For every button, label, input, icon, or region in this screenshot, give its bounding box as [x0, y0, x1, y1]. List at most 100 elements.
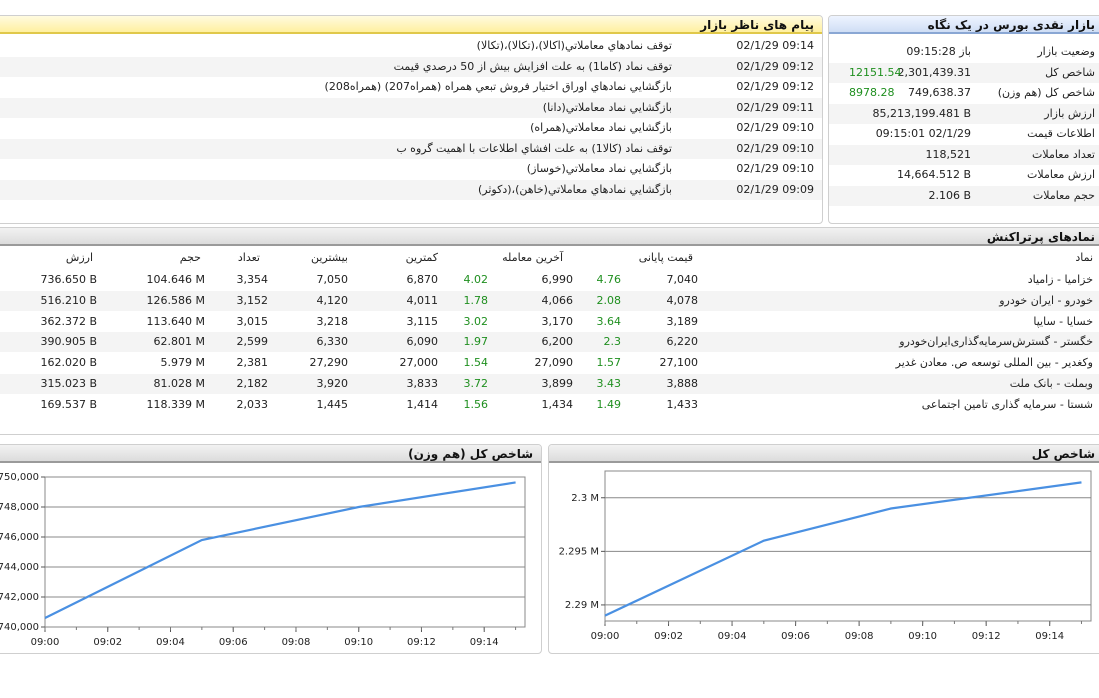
x-tick-label: 09:00	[591, 631, 620, 642]
header-min[interactable]: کمترین	[405, 251, 438, 264]
index-series-line	[604, 481, 1082, 617]
market-messages-panel: پیام های ناظر بازار 02/1/29 09:14 توقف نم…	[0, 15, 823, 224]
x-tick-label: 09:06	[219, 637, 248, 648]
market-stat-value: 118,521	[925, 147, 972, 161]
y-tick-label: 742,000	[0, 592, 39, 603]
active-symbols-title: نمادهای پرتراکنش	[0, 228, 1099, 246]
market-glance-title: بازار نقدی بورس در یک نگاه	[829, 16, 1099, 34]
symbol-name[interactable]: خزامیا - زامیاد	[1027, 273, 1093, 286]
trade-volume: 5.979 M	[160, 356, 205, 370]
active-symbol-row[interactable]: وبملت - بانک ملت 3,888 3.43 3,899 3.72 3,833 3…	[0, 374, 1099, 394]
min-price: 1,414	[406, 397, 439, 411]
header-symbol[interactable]: نماد	[1075, 251, 1093, 264]
symbol-name[interactable]: وکغدیر - بین المللی توسعه ص. معادن غدیر	[895, 356, 1093, 370]
header-last-trade[interactable]: آخرین معامله	[502, 251, 563, 264]
last-trade-percent: 1.54	[463, 356, 489, 370]
plot-area	[44, 476, 526, 628]
total-index-chart: 2.29 M 2.295 M 2.3 M 09:00 09:02 09:04 09:06 09…	[559, 470, 1092, 642]
message-row[interactable]: 02/1/29 09:12 توقف نماد (كاما1) به علت اف…	[0, 56, 822, 77]
market-stat-label: شاخص کل	[1045, 65, 1095, 79]
market-stat-row: وضعیت بازار باز 09:15:28	[829, 42, 1099, 62]
active-symbol-row[interactable]: شستا - سرمایه گذاری تامین اجتماعی 1,433 1.…	[0, 395, 1099, 415]
market-stat-row: حجم معاملات 2.106 B	[829, 185, 1099, 206]
header-count[interactable]: تعداد	[237, 251, 260, 264]
equal-weight-index-chart-title: شاخص کل (هم وزن)	[0, 445, 541, 463]
message-time: 02/1/29 09:10	[736, 162, 814, 175]
header-volume[interactable]: حجم	[179, 251, 201, 264]
market-stat-change: 12151.54	[849, 65, 902, 79]
trade-count: 3,152	[236, 293, 269, 307]
last-trade: 1,434	[541, 397, 574, 411]
message-text: توقف نماد (كاما1) به علت افزايش بيش از 5…	[393, 59, 672, 73]
header-max[interactable]: بیشترین	[310, 251, 348, 264]
message-row[interactable]: 02/1/29 09:10 بازگشايي نماد معاملاتي(همرا…	[0, 118, 822, 138]
max-price: 27,290	[309, 356, 349, 370]
total-index-chart-panel: شاخص کل 2.29 M 2.295 M 2.3 M 09:00 09:02 09:0…	[548, 444, 1099, 654]
trade-value: 315.023 B	[40, 377, 97, 390]
symbol-name[interactable]: خسایا - سایپا	[1033, 314, 1093, 328]
y-tick-label: 746,000	[0, 532, 39, 543]
min-price: 3,833	[406, 377, 439, 390]
trade-count: 3,354	[236, 273, 269, 286]
x-tick-label: 09:04	[156, 637, 185, 648]
market-stat-value: 85,213,199.481 B	[872, 106, 971, 120]
last-trade-percent: 3.72	[463, 377, 489, 390]
final-price: 3,189	[666, 314, 699, 328]
market-stat-label: حجم معاملات	[1032, 188, 1095, 202]
active-symbols-panel: نمادهای پرتراکنش نماد قیمت پایانی آخرین …	[0, 227, 1099, 435]
message-row[interactable]: 02/1/29 09:10 توقف نماد (كالا1) به علت اف…	[0, 138, 822, 159]
active-symbol-row[interactable]: خگستر - گسترش‌سرمایه‌گذاری‌ایران‌خودرو 6,…	[0, 332, 1099, 353]
trade-value: 362.372 B	[40, 314, 97, 328]
symbol-name[interactable]: وبملت - بانک ملت	[1009, 377, 1093, 390]
max-price: 7,050	[316, 273, 349, 286]
y-tick-label: 750,000	[0, 472, 39, 483]
message-row[interactable]: 02/1/29 09:09 بازگشايي نمادهاي معاملاتي(خ…	[0, 179, 822, 200]
symbol-name[interactable]: شستا - سرمایه گذاری تامین اجتماعی	[921, 397, 1093, 411]
x-tick-label: 09:08	[282, 637, 311, 648]
message-text: توقف نماد (كالا1) به علت افشاي اطلاعات ب…	[396, 141, 672, 155]
message-text: بازگشايي نمادهاي اوراق اختيار فروش تبعي …	[324, 80, 672, 93]
active-symbol-row[interactable]: خسایا - سایپا 3,189 3.64 3,170 3.02 3,115 3,21…	[0, 312, 1099, 332]
active-symbol-row[interactable]: خودرو - ایران‌ خودرو 4,078 2.08 4,066 1.78 4,…	[0, 290, 1099, 311]
symbol-name[interactable]: خودرو - ایران‌ خودرو	[999, 293, 1093, 307]
message-text: بازگشايي نماد معاملاتي(دانا)	[542, 100, 672, 114]
header-value[interactable]: ارزش	[65, 251, 93, 264]
message-row[interactable]: 02/1/29 09:12 بازگشايي نمادهاي اوراق اختي…	[0, 77, 822, 97]
min-price: 6,090	[406, 335, 439, 349]
market-stat-row: ارزش بازار 85,213,199.481 B	[829, 103, 1099, 124]
x-tick-label: 09:04	[718, 631, 747, 642]
min-price: 4,011	[406, 293, 439, 307]
message-row[interactable]: 02/1/29 09:10 بازگشايي نماد معاملاتي(خوسا…	[0, 159, 822, 179]
active-symbol-row[interactable]: خزامیا - زامیاد 7,040 4.76 6,990 4.02 6,870 7,…	[0, 270, 1099, 290]
active-symbol-row[interactable]: وکغدیر - بین المللی توسعه ص. معادن غدیر 2…	[0, 353, 1099, 373]
message-row[interactable]: 02/1/29 09:14 توقف نمادهاي معاملاتي(اكالا…	[0, 36, 822, 56]
symbol-name[interactable]: خگستر - گسترش‌سرمایه‌گذاری‌ایران‌خودرو	[899, 335, 1093, 349]
message-row[interactable]: 02/1/29 09:11 بازگشايي نماد معاملاتي(دانا…	[0, 97, 822, 118]
max-price: 4,120	[316, 293, 349, 307]
header-final-price[interactable]: قیمت پایانی	[638, 251, 693, 264]
final-price-percent: 3.64	[596, 314, 622, 328]
max-price: 3,920	[316, 377, 349, 390]
final-price-percent: 2.08	[596, 293, 622, 307]
min-price: 27,000	[399, 356, 439, 370]
y-tick-label: 744,000	[0, 562, 39, 573]
message-time: 02/1/29 09:10	[736, 121, 814, 134]
message-time: 02/1/29 09:14	[736, 39, 814, 52]
market-stat-label: ارزش معاملات	[1027, 168, 1095, 181]
y-tick-label: 740,000	[0, 622, 39, 633]
market-stat-label: وضعیت بازار	[1037, 45, 1095, 58]
message-time: 02/1/29 09:09	[736, 182, 814, 196]
message-text: بازگشايي نمادهاي معاملاتي(خاهن)،(دكوثر)	[477, 182, 672, 196]
message-time: 02/1/29 09:10	[736, 141, 814, 155]
market-stat-row: اطلاعات قیمت 09:15:01 02/1/29	[829, 124, 1099, 144]
last-trade: 6,990	[541, 273, 574, 286]
market-stat-label: ارزش بازار	[1044, 106, 1095, 120]
trade-volume: 104.646 M	[146, 273, 205, 286]
max-price: 1,445	[316, 397, 349, 411]
y-tick-label: 748,000	[0, 502, 39, 513]
trade-value: 736.650 B	[40, 273, 97, 286]
market-stat-row: ارزش معاملات 14,664.512 B	[829, 165, 1099, 185]
market-stat-row: شاخص کل 2,301,439.31 12151.54	[829, 62, 1099, 83]
x-tick-label: 09:10	[344, 637, 373, 648]
last-trade-percent: 1.78	[463, 293, 489, 307]
